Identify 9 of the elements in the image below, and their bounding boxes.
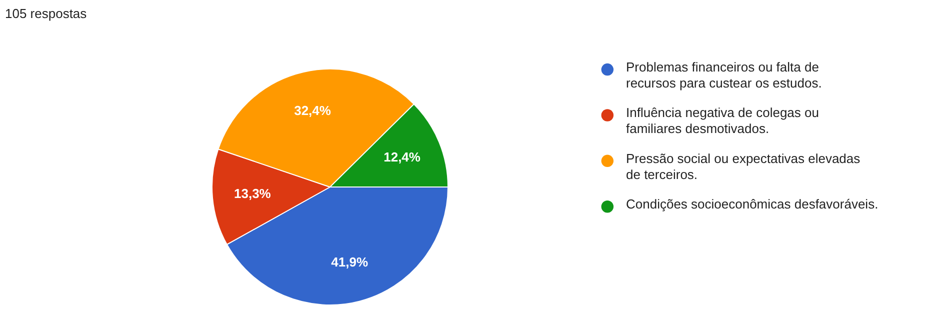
legend-label: Pressão social ou expectativas elevadas de terceiros. <box>626 150 861 182</box>
legend-label: Condições socioeconômicas desfavoráveis. <box>626 196 878 212</box>
text: 105 respostas <box>5 6 88 21</box>
data-label: 41,9% <box>331 254 368 270</box>
legend-label: Influência negativa de colegas ou familiares desmotivados. <box>626 105 819 136</box>
data-label: 32,4% <box>294 103 332 118</box>
legend-label: Problemas financeiros ou falta de recursos para custear os estudos. <box>626 60 822 91</box>
data-label: 13,3% <box>234 186 272 202</box>
data-label: 12,4% <box>384 149 421 164</box>
